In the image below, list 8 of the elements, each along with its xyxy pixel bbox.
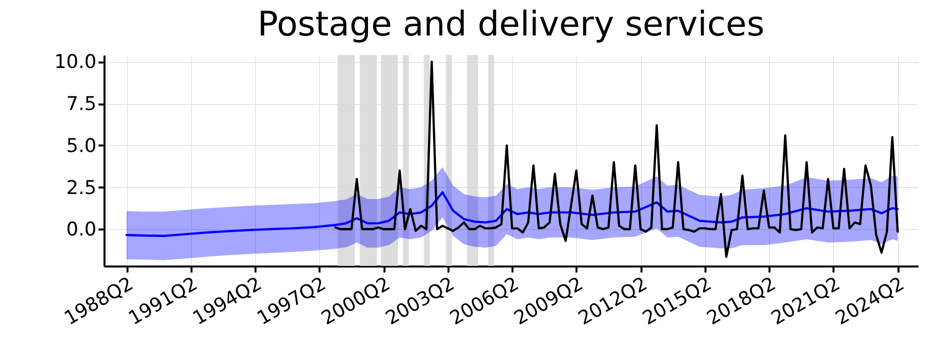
y-tick-label: 5.0 <box>66 134 96 157</box>
y-tick-label: 0.0 <box>66 218 96 241</box>
y-tick-label: 2.5 <box>66 176 96 199</box>
line-series <box>125 191 899 237</box>
line-series <box>334 60 899 258</box>
chart-title: Postage and delivery services <box>258 4 764 45</box>
y-tick-label: 7.5 <box>66 93 96 116</box>
y-tick-label: 10.0 <box>54 51 96 74</box>
